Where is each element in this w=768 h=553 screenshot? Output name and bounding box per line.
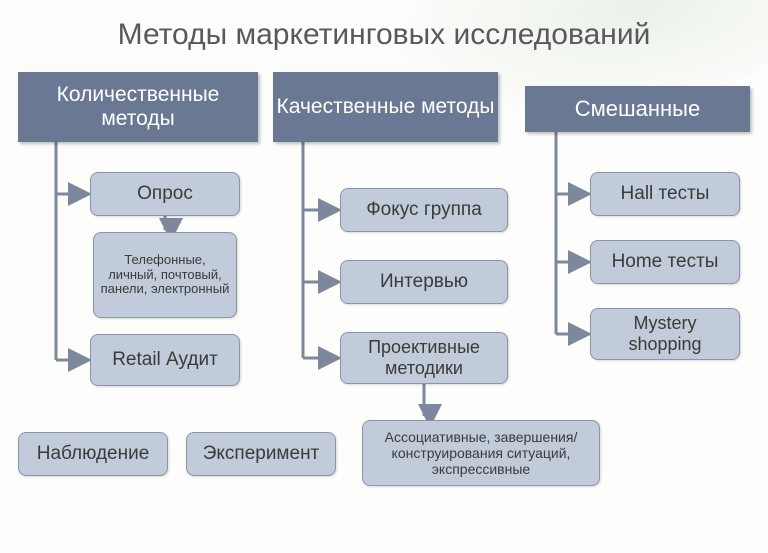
node-n_assoc: Ассоциативные, завершения/ конструирован…	[362, 420, 600, 486]
node-n_nabl: Наблюдение	[18, 432, 168, 476]
column-header-h3: Смешанные	[525, 86, 750, 132]
column-header-h1: Количественные методы	[18, 72, 258, 142]
node-n_focus: Фокус группа	[340, 188, 508, 232]
node-n_opros: Опрос	[90, 172, 240, 216]
node-n_retail: Retail Аудит	[90, 334, 240, 386]
node-n_proj: Проективные методики	[340, 332, 508, 384]
node-n_phone: Телефонные, личный, почтовый, панели, эл…	[93, 232, 237, 318]
column-header-h2: Качественные методы	[273, 72, 498, 142]
node-n_hall: Hall тесты	[590, 172, 740, 216]
node-n_exp: Эксперимент	[186, 432, 336, 476]
node-n_interv: Интервью	[340, 260, 508, 304]
node-n_home: Home тесты	[590, 240, 740, 284]
page-title: Методы маркетинговых исследований	[0, 18, 768, 52]
node-n_myst: Mystery shopping	[590, 308, 740, 360]
